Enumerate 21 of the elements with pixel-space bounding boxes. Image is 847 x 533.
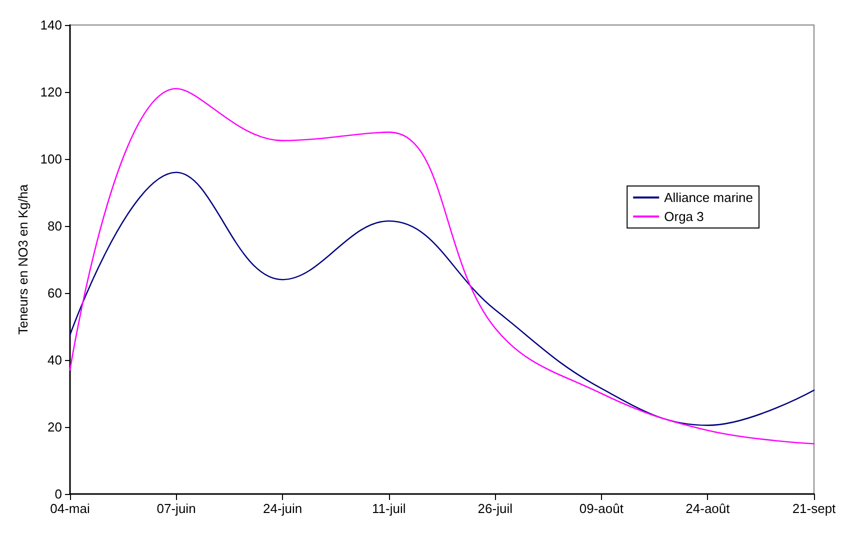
x-tick-label: 07-juin xyxy=(156,501,196,516)
x-tick-label: 24-juin xyxy=(263,501,302,516)
y-tick-label: 100 xyxy=(40,152,62,166)
x-tick-label: 09-août xyxy=(579,501,624,516)
legend-label: Alliance marine xyxy=(664,190,753,205)
y-tick-label: 40 xyxy=(48,352,62,368)
x-tick-label: 24-août xyxy=(686,501,730,516)
y-tick-label: 60 xyxy=(48,286,62,300)
x-tick-label: 26-juil xyxy=(478,501,513,516)
y-tick-label: 120 xyxy=(40,84,62,100)
legend-label: Orga 3 xyxy=(664,209,704,224)
y-tick-label: 140 xyxy=(40,18,62,32)
x-tick-label: 11-juil xyxy=(372,501,406,516)
x-tick-label: 21-sept xyxy=(792,501,836,516)
y-tick-label: 20 xyxy=(48,420,62,434)
line-series xyxy=(69,88,815,444)
line-series xyxy=(69,172,815,426)
y-tick-label: 80 xyxy=(48,218,62,234)
y-axis-title: Teneurs en NO3 en Kg/ha xyxy=(15,184,30,335)
y-tick-label: 0 xyxy=(54,486,62,502)
x-tick-label: 04-mai xyxy=(50,501,90,516)
